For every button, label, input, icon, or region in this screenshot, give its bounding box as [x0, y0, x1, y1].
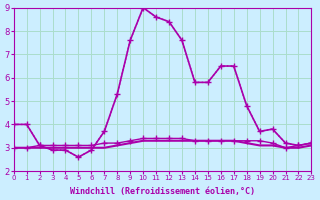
X-axis label: Windchill (Refroidissement éolien,°C): Windchill (Refroidissement éolien,°C): [70, 187, 255, 196]
